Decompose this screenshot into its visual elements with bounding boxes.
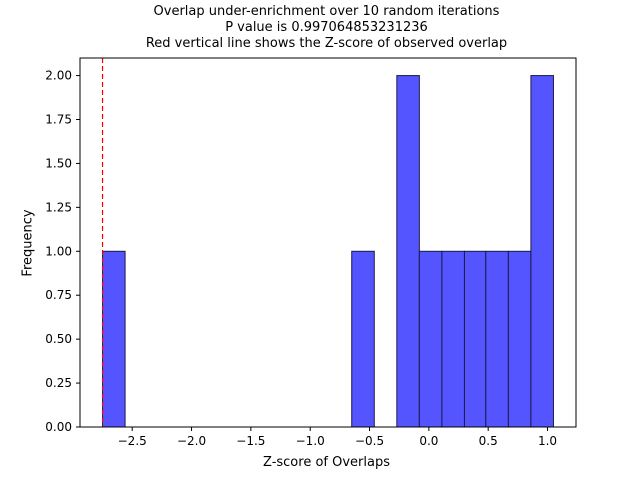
histogram-bar-7 bbox=[507, 250, 532, 428]
x-tick-label: −0.5 bbox=[355, 434, 384, 448]
histogram-bar-8 bbox=[530, 75, 554, 428]
y-tick-label: 1.00 bbox=[45, 244, 72, 258]
x-tick-label: −2.5 bbox=[118, 434, 147, 448]
y-tick-label: 1.75 bbox=[45, 113, 72, 127]
y-axis-label: Frequency bbox=[20, 209, 36, 277]
histogram-bar-5 bbox=[463, 250, 487, 428]
x-tick-label: −2.0 bbox=[177, 434, 206, 448]
bars-layer bbox=[102, 75, 554, 428]
y-tick-label: 0.25 bbox=[45, 376, 72, 390]
chart-title-line-3: Red vertical line shows the Z-score of o… bbox=[145, 36, 508, 51]
axes-frame-layer bbox=[79, 57, 577, 428]
histogram-bar-4 bbox=[441, 250, 465, 428]
chart-title-line-1: Overlap under-enrichment over 10 random … bbox=[153, 4, 500, 19]
chart-title-line-2: P value is 0.997064853231236 bbox=[225, 20, 428, 35]
y-tick-label: 2.00 bbox=[45, 69, 72, 83]
y-tick-label: 0.75 bbox=[45, 288, 72, 302]
x-ticks-layer: −2.5 −2.0 −1.5 −1.0 −0.5 0.0 0.5 1.0 bbox=[118, 427, 557, 448]
histogram-bar-3 bbox=[418, 250, 443, 428]
axes-frame bbox=[79, 57, 577, 428]
histogram-bar-6 bbox=[485, 250, 509, 428]
y-tick-label: 1.25 bbox=[45, 200, 72, 214]
histogram-bar-1 bbox=[351, 250, 375, 428]
y-tick-label: 1.50 bbox=[45, 156, 72, 170]
x-tick-label: −1.5 bbox=[236, 434, 265, 448]
x-axis-label: Z-score of Overlaps bbox=[263, 455, 390, 470]
x-tick-label: 1.0 bbox=[538, 434, 557, 448]
x-tick-label: −1.0 bbox=[296, 434, 325, 448]
y-tick-label: 0.50 bbox=[45, 332, 72, 346]
y-ticks-layer: 0.00 0.25 0.50 0.75 1.00 1.25 1.50 1.75 2.00 bbox=[45, 69, 80, 434]
histogram-bar-2 bbox=[396, 75, 420, 428]
x-tick-label: 0.5 bbox=[479, 434, 498, 448]
histogram-bar-0 bbox=[102, 250, 126, 428]
x-tick-label: 0.0 bbox=[419, 434, 438, 448]
y-tick-label: 0.00 bbox=[45, 420, 72, 434]
